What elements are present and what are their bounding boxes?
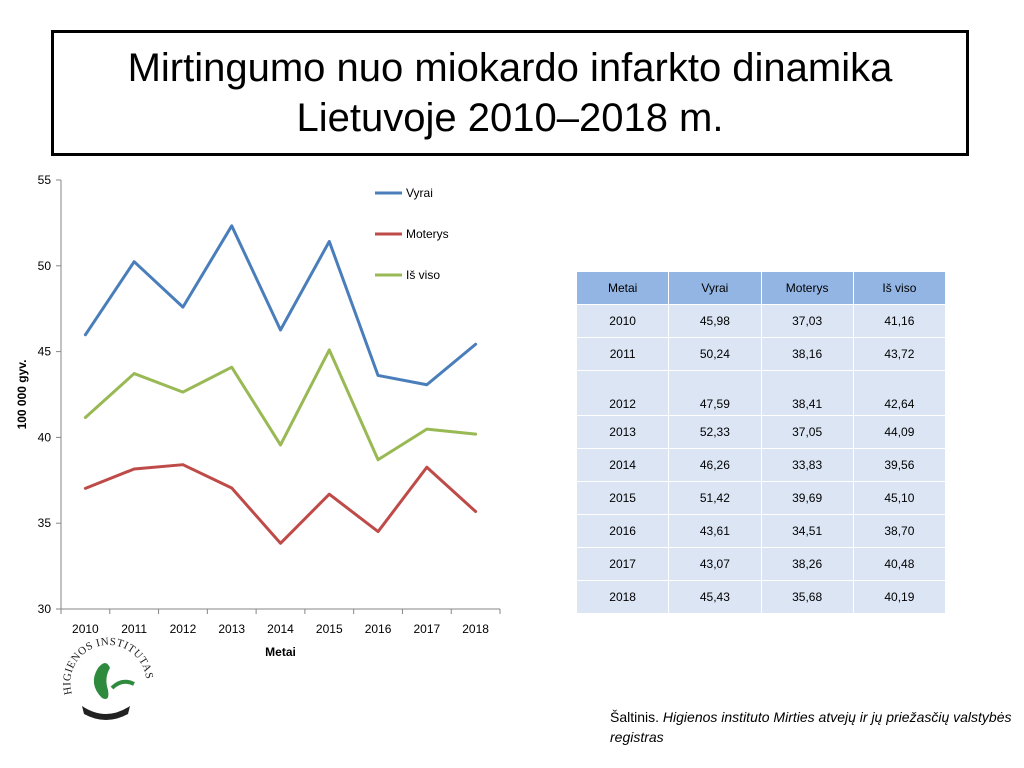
table-cell: 2010 <box>575 304 670 338</box>
table-header-cell: Metai <box>575 271 670 305</box>
series-line <box>83 348 478 462</box>
table-cell: 43,72 <box>852 337 947 371</box>
table-cell: 38,41 <box>760 370 854 416</box>
y-axis-label: 100 000 gyv. <box>15 360 29 430</box>
x-tick-label: 2012 <box>170 622 197 636</box>
table-row: 2017 43,07 38,26 40,48 <box>575 547 947 581</box>
series-line <box>83 224 478 387</box>
table-cell: 45,43 <box>668 580 762 614</box>
table-cell: 43,07 <box>668 547 762 581</box>
table-cell: 45,98 <box>668 304 762 338</box>
legend-label: Vyrai <box>406 186 433 200</box>
x-axis-label: Metai <box>265 645 296 659</box>
table-cell: 43,61 <box>668 514 762 548</box>
slide-title: Mirtingumo nuo miokardo infarkto dinamik… <box>51 30 969 156</box>
table-header-cell: Vyrai <box>668 271 762 305</box>
table-row: 2013 52,33 37,05 44,09 <box>575 415 947 449</box>
x-tick-label: 2013 <box>218 622 245 636</box>
x-tick-label: 2017 <box>413 622 440 636</box>
table-cell: 44,09 <box>852 415 947 449</box>
table-cell: 33,83 <box>760 448 854 482</box>
source-registry: Higienos instituto Mirties atvejų ir jų … <box>610 709 1012 745</box>
y-tick-label: 45 <box>38 345 52 359</box>
y-tick-label: 35 <box>38 516 52 530</box>
y-tick-label: 55 <box>38 173 52 187</box>
legend-label: Moterys <box>406 227 449 241</box>
table-cell: 38,70 <box>852 514 947 548</box>
table-cell: 2012 <box>575 370 670 416</box>
table-cell: 37,05 <box>760 415 854 449</box>
legend-label: Iš viso <box>406 268 440 282</box>
x-tick-label: 2014 <box>267 622 294 636</box>
data-table: Metai Vyrai Moterys Iš viso 2010 45,98 37,… <box>575 271 947 614</box>
table-cell: 42,64 <box>852 370 947 416</box>
table-header-cell: Moterys <box>760 271 854 305</box>
table-cell: 2013 <box>575 415 670 449</box>
table-cell: 39,69 <box>760 481 854 515</box>
x-tick-label: 2015 <box>316 622 343 636</box>
slide-title-line2: Lietuvoje 2010–2018 m. <box>296 96 724 140</box>
table-cell: 2016 <box>575 514 670 548</box>
line-chart: 30 35 40 45 50 55 2010 2011 2012 2013 2014 2015 2016… <box>15 173 501 659</box>
x-tick-label: 2016 <box>365 622 392 636</box>
table-cell: 37,03 <box>760 304 854 338</box>
table-row: 2010 45,98 37,03 41,16 <box>575 304 947 338</box>
y-tick-label: 40 <box>38 430 52 444</box>
table-row: 2014 46,26 33,83 39,56 <box>575 448 947 482</box>
table-header-row: Metai Vyrai Moterys Iš viso <box>575 271 947 305</box>
x-tick-label: 2018 <box>462 622 489 636</box>
table-cell: 2014 <box>575 448 670 482</box>
x-tick-label: 2011 <box>121 622 147 636</box>
table-cell: 46,26 <box>668 448 762 482</box>
y-tick-label: 30 <box>38 602 52 616</box>
table-row: 2015 51,42 39,69 45,10 <box>575 481 947 515</box>
table-cell: 47,59 <box>668 370 762 416</box>
table-cell: 45,10 <box>852 481 947 515</box>
source-prefix: Šaltinis. <box>610 709 663 725</box>
table-cell: 40,48 <box>852 547 947 581</box>
table-row: 2018 45,43 35,68 40,19 <box>575 580 947 614</box>
table-row: 2011 50,24 38,16 43,72 <box>575 337 947 371</box>
table-cell: 52,33 <box>668 415 762 449</box>
source-note: Šaltinis. Higienos instituto Mirties atv… <box>610 707 1020 747</box>
table-cell: 2018 <box>575 580 670 614</box>
slide-title-line1: Mirtingumo nuo miokardo infarkto dinamik… <box>127 46 893 90</box>
table-cell: 38,16 <box>760 337 854 371</box>
table-row: 2016 43,61 34,51 38,70 <box>575 514 947 548</box>
table-cell: 34,51 <box>760 514 854 548</box>
table-row: 2012 47,59 38,41 42,64 <box>575 370 947 416</box>
table-cell: 2015 <box>575 481 670 515</box>
table-cell: 38,26 <box>760 547 854 581</box>
table-cell: 35,68 <box>760 580 854 614</box>
table-cell: 51,42 <box>668 481 762 515</box>
table-cell: 39,56 <box>852 448 947 482</box>
y-tick-label: 50 <box>38 259 52 273</box>
table-cell: 40,19 <box>852 580 947 614</box>
institute-logo: HIGIENOS INSTITUTAS <box>61 636 155 720</box>
table-cell: 2011 <box>575 337 670 371</box>
table-cell: 50,24 <box>668 337 762 371</box>
table-cell: 41,16 <box>852 304 947 338</box>
table-cell: 2017 <box>575 547 670 581</box>
x-tick-label: 2010 <box>72 622 99 636</box>
table-header-cell: Iš viso <box>852 271 947 305</box>
series-line <box>83 463 478 545</box>
